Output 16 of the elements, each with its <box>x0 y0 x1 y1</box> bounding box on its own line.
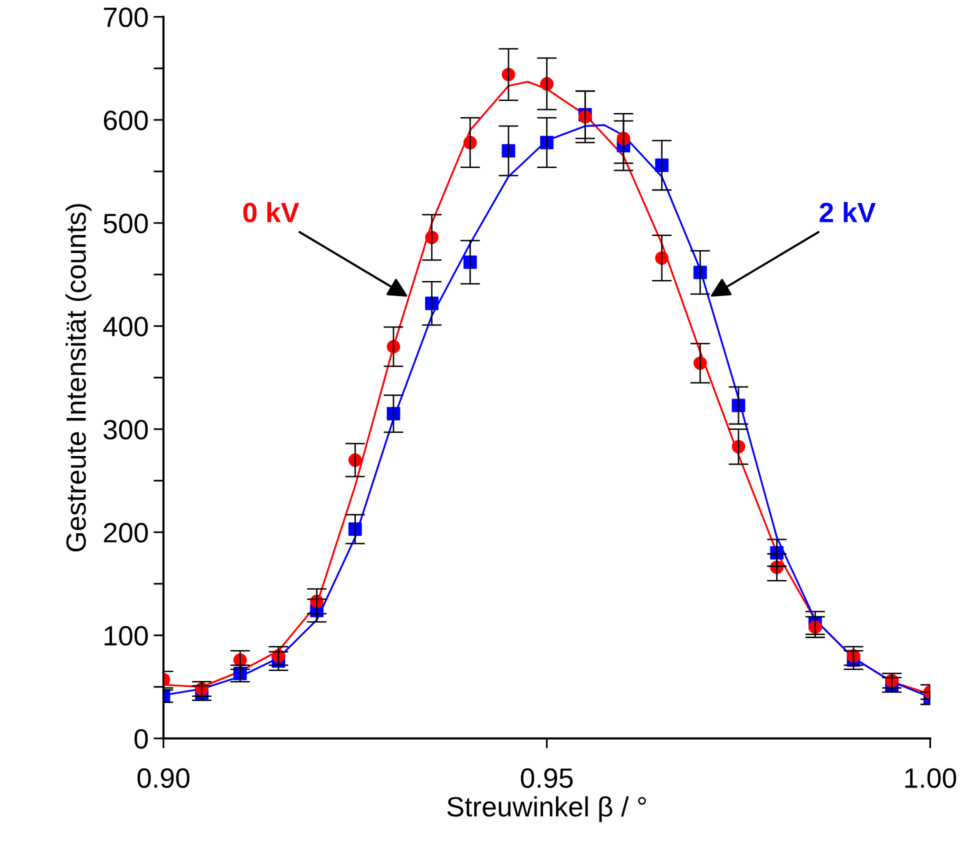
y-axis-title: Gestreute Intensität (counts) <box>66 204 92 552</box>
text: 2 kV <box>820 202 876 222</box>
x-tick-label: 0.95 <box>520 768 573 788</box>
x-tick-label: 1.00 <box>905 768 956 788</box>
y-tick-label: 400 <box>103 316 148 336</box>
y-tick-label: 300 <box>104 420 148 440</box>
y-tick-label: 500 <box>104 214 148 234</box>
y-tick-label: 100 <box>104 626 148 646</box>
y-tick-label: 600 <box>104 110 148 130</box>
y-tick-label: 700 <box>104 7 148 28</box>
y-tick-label: 200 <box>104 522 148 543</box>
text: 0 kV <box>243 202 300 222</box>
y-tick-label: 0 <box>134 729 148 749</box>
point <box>386 406 400 420</box>
x-axis-title: Streuwinkel β / ° <box>447 796 646 822</box>
x-tick-label: 0.90 <box>138 768 190 788</box>
